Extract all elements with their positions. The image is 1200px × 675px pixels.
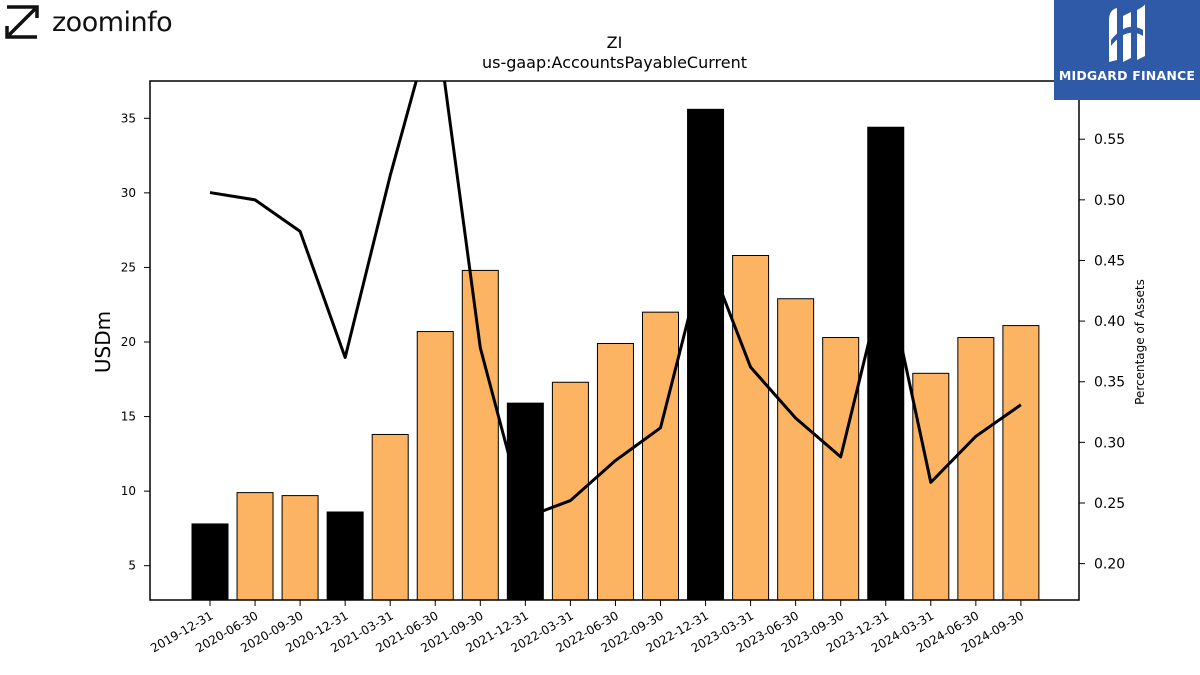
y2-tick-label: 0.40 (1094, 314, 1125, 330)
bar-2021-12-31 (506, 402, 544, 601)
y-tick-label: 20 (121, 335, 136, 349)
plot-frame (149, 80, 1080, 601)
y2-tick-label: 0.55 (1094, 132, 1125, 148)
y-tick-label: 15 (121, 410, 136, 424)
y2-axis-label: Percentage of Assets (1133, 279, 1147, 405)
bar-2021-03-31 (371, 433, 409, 601)
bar-2021-06-30 (416, 331, 454, 601)
y2-tick-label: 0.20 (1094, 557, 1125, 573)
line-series (209, 81, 1022, 520)
y-tick-label: 35 (121, 111, 136, 125)
bar-2023-03-31 (732, 254, 770, 601)
bar-2020-09-30 (281, 495, 319, 601)
y-tick-label: 25 (121, 260, 136, 274)
y-axis-right: 0.20 0.25 0.30 0.35 0.40 0.45 0.50 0.55 (1079, 132, 1125, 573)
bar-2023-12-31 (867, 126, 905, 601)
bar-2020-12-31 (326, 511, 364, 601)
bar-series (191, 108, 1040, 601)
chart-title: ZI (607, 33, 623, 52)
bar-2024-03-31 (912, 372, 950, 601)
y2-tick-label: 0.25 (1094, 496, 1125, 512)
y-axis-label: USDm (91, 311, 115, 373)
bar-2024-09-30 (1002, 325, 1040, 601)
y-tick-label: 10 (121, 484, 136, 498)
y2-tick-label: 0.45 (1094, 253, 1125, 269)
zoominfo-logo: zoominfo (4, 2, 173, 42)
percentage-of-assets-line (209, 81, 1022, 520)
bar-2019-12-31 (191, 523, 229, 601)
bar-2021-09-30 (461, 269, 499, 601)
bar-2023-09-30 (822, 337, 860, 601)
y2-tick-label: 0.35 (1094, 375, 1125, 391)
midgard-mark-icon (1109, 4, 1145, 62)
midgard-wordmark: MIDGARD FINANCE (1058, 68, 1196, 83)
bar-2023-06-30 (777, 298, 815, 601)
midgard-finance-logo: MIDGARD FINANCE (1054, 0, 1200, 100)
x-axis: 2019-12-312020-06-302020-09-302020-12-31… (148, 600, 1026, 655)
bar-2020-06-30 (236, 492, 274, 601)
zoominfo-wordmark: zoominfo (52, 6, 173, 38)
y-tick-label: 5 (128, 559, 136, 573)
y2-tick-label: 0.30 (1094, 435, 1125, 451)
y2-tick-label: 0.50 (1094, 193, 1125, 209)
chart-subtitle: us-gaap:AccountsPayableCurrent (482, 53, 747, 72)
bar-2022-12-31 (687, 108, 725, 601)
bar-2022-09-30 (642, 311, 679, 601)
y-axis-left: 5 10 15 20 25 30 35 (121, 111, 150, 573)
zoominfo-mark-icon (5, 5, 39, 39)
y-tick-label: 30 (121, 186, 136, 200)
bar-2024-06-30 (957, 337, 995, 601)
